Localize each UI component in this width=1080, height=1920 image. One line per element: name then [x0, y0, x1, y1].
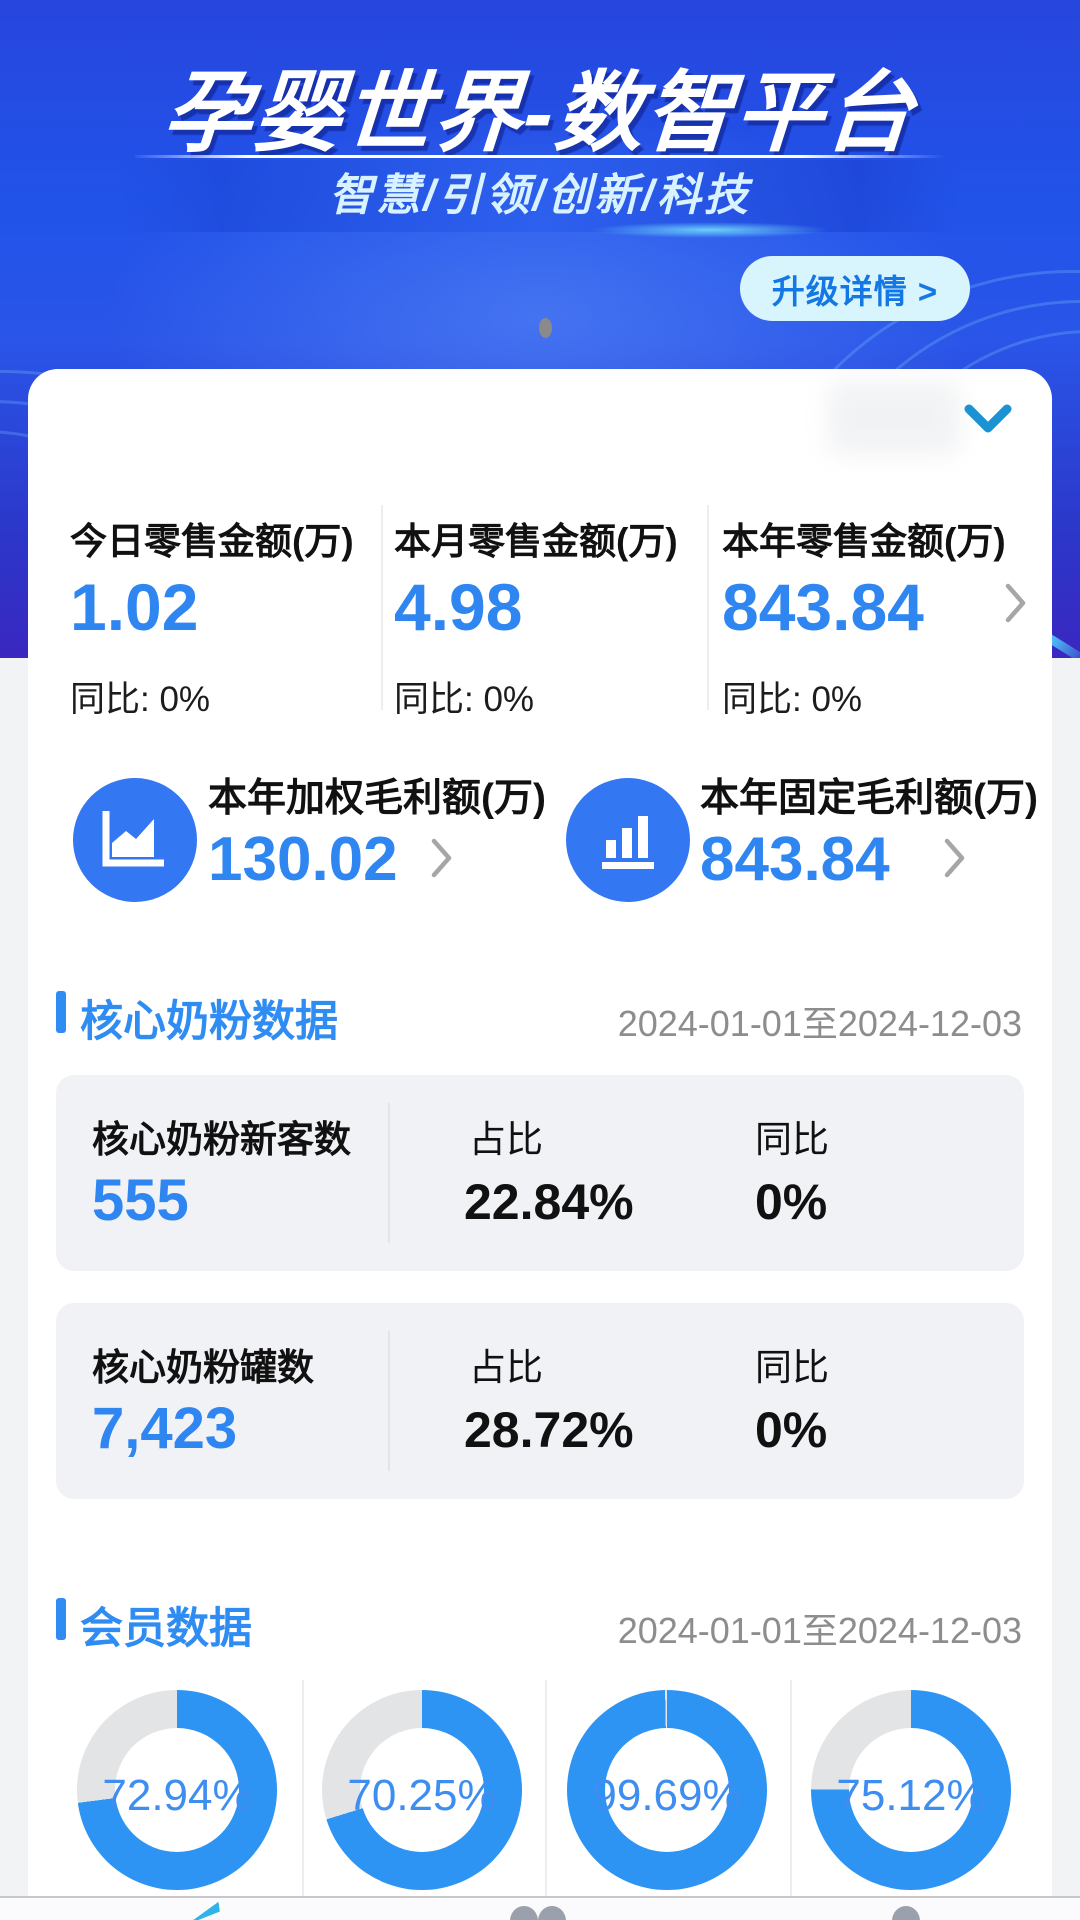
donut-percent-label: 99.69% [592, 1771, 742, 1820]
stat-month-yoy: 同比: 0% [394, 680, 535, 719]
milk-new-customers-card: 核心奶粉新客数 555 占比 22.84% 同比 0% [56, 1075, 1024, 1271]
profile-tab-icon[interactable] [892, 1906, 920, 1920]
fixed-profit-label: 本年固定毛利额(万) [700, 777, 1038, 820]
app-subtitle: 智慧/引领/创新/科技 [329, 171, 751, 220]
chevron-down-icon[interactable] [964, 403, 1012, 435]
stat-today-value: 1.02 [70, 570, 199, 644]
yoy-label: 同比 [755, 1119, 829, 1160]
milk-cans-card: 核心奶粉罐数 7,423 占比 28.72% 同比 0% [56, 1303, 1024, 1499]
donut-percent-label: 70.25% [347, 1771, 497, 1820]
ratio-value: 28.72% [464, 1402, 634, 1458]
metric-value: 555 [92, 1168, 189, 1233]
metric-name: 核心奶粉罐数 [92, 1347, 314, 1388]
yoy-value: 0% [755, 1174, 828, 1230]
donut-divider [790, 1680, 792, 1898]
title-underline [135, 155, 945, 158]
members-tab-icon[interactable] [510, 1906, 538, 1920]
home-tab-icon[interactable] [185, 1902, 221, 1920]
chevron-right-icon[interactable] [1003, 581, 1029, 625]
metric-value: 7,423 [92, 1396, 238, 1461]
upgrade-details-button[interactable]: 升级详情 > [740, 256, 970, 321]
yoy-label: 同比 [755, 1347, 829, 1388]
donut-hole [115, 1728, 239, 1852]
stat-today-label: 今日零售金额(万) [70, 521, 354, 562]
metric-divider [388, 1103, 390, 1243]
metric-divider [388, 1331, 390, 1471]
donut-chart-4: 75.12% [811, 1690, 1011, 1890]
weighted-profit-value[interactable]: 130.02 [208, 825, 398, 894]
stat-year-value[interactable]: 843.84 [722, 570, 924, 644]
donut-percent-label: 75.12% [836, 1771, 986, 1820]
tab-bar-partial [0, 1898, 1080, 1920]
member-section-date-range: 2024-01-01至2024-12-03 [617, 1610, 1022, 1651]
subtitle-band: 智慧/引领/创新/科技 [120, 160, 960, 232]
fixed-profit-value[interactable]: 843.84 [700, 825, 890, 894]
donut-hole [605, 1728, 729, 1852]
donut-divider [545, 1680, 547, 1898]
carousel-dot-indicator [539, 318, 552, 338]
milk-section-date-range: 2024-01-01至2024-12-03 [617, 1003, 1022, 1044]
stat-month-value: 4.98 [394, 570, 523, 644]
bar-chart-icon [566, 778, 690, 902]
donut-hole [849, 1728, 973, 1852]
dashboard-card: 今日零售金额(万) 本月零售金额(万) 本年零售金额(万) 1.02 4.98 … [28, 369, 1052, 1898]
stat-today-yoy: 同比: 0% [70, 680, 211, 719]
metric-name: 核心奶粉新客数 [92, 1119, 351, 1160]
donut-chart-1: 72.94% [77, 1690, 277, 1890]
chevron-right-icon[interactable] [430, 837, 454, 879]
stat-year-label: 本年零售金额(万) [722, 521, 1006, 562]
member-section-title: 会员数据 [80, 1605, 252, 1653]
section-accent-bar [56, 991, 66, 1033]
members-tab-icon[interactable] [538, 1906, 566, 1920]
milk-section-title: 核心奶粉数据 [80, 998, 338, 1046]
band-glow [590, 222, 830, 238]
stat-month-label: 本月零售金额(万) [394, 521, 678, 562]
area-chart-icon [73, 778, 197, 902]
donut-chart-3: 99.69% [567, 1690, 767, 1890]
app-title: 孕婴世界-数智平台 [160, 63, 919, 162]
donut-percent-label: 72.94% [102, 1771, 252, 1820]
donut-divider [302, 1680, 304, 1898]
footer-divider [0, 1896, 1080, 1898]
stats-divider [381, 505, 383, 710]
ratio-value: 22.84% [464, 1174, 634, 1230]
ratio-label: 占比 [469, 1119, 543, 1160]
stats-divider [707, 505, 709, 710]
chevron-right-icon[interactable] [943, 837, 967, 879]
donut-chart-2: 70.25% [322, 1690, 522, 1890]
ratio-label: 占比 [469, 1347, 543, 1388]
section-accent-bar [56, 1598, 66, 1640]
yoy-value: 0% [755, 1402, 828, 1458]
donut-hole [360, 1728, 484, 1852]
stat-year-yoy: 同比: 0% [722, 680, 863, 719]
blurred-store-name [828, 381, 960, 455]
weighted-profit-label: 本年加权毛利额(万) [208, 777, 546, 820]
